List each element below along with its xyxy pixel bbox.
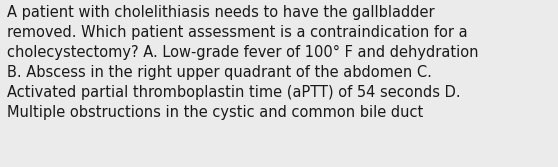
Text: A patient with cholelithiasis needs to have the gallbladder
removed. Which patie: A patient with cholelithiasis needs to h… bbox=[7, 5, 478, 120]
